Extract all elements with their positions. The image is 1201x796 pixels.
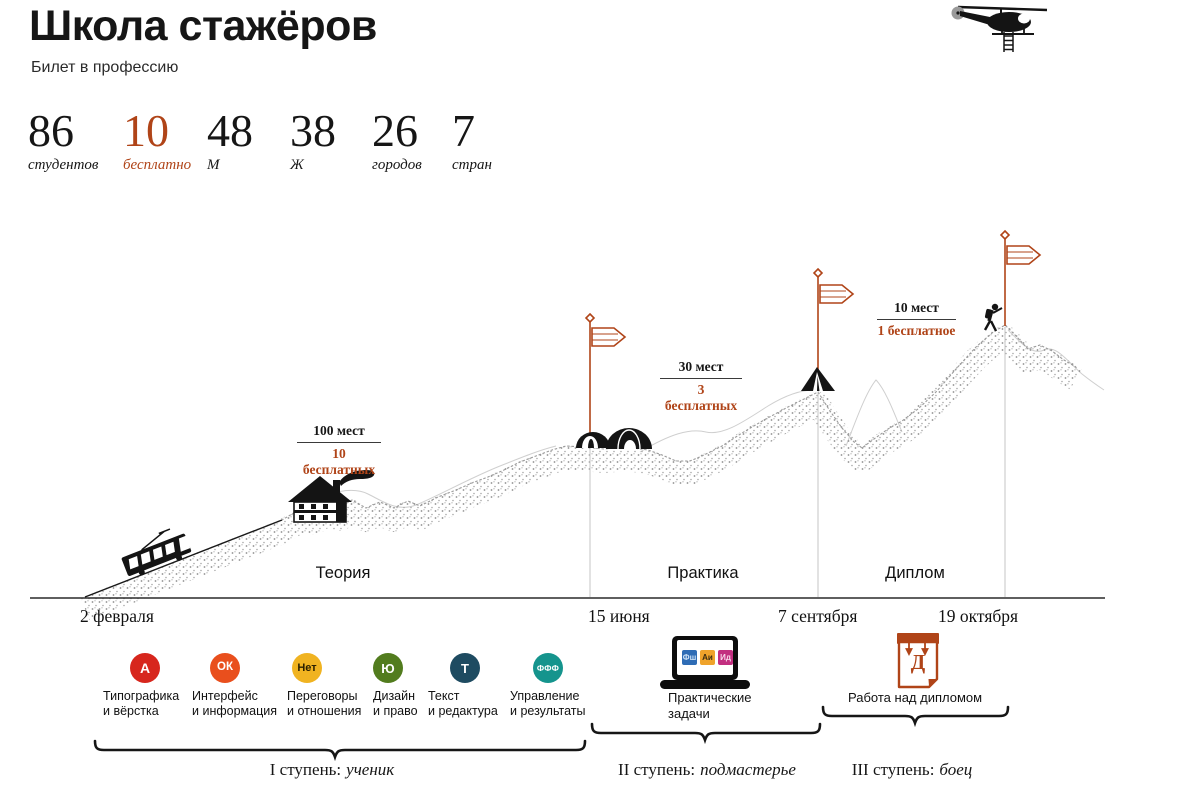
stat-label: бесплатно [123,157,192,173]
level-3-label: III ступень: боец [851,760,973,779]
stat-label: стран [452,157,492,173]
stat-label: городов [372,157,422,173]
stat-cities: 26 городов [372,108,422,174]
capacity-theory: 100 мест 10 бесплатных [297,423,381,478]
course-badge-management: ФФФ [533,653,563,683]
stat-countries: 7 стран [452,108,492,174]
capacity-diploma: 10 мест 1 бесплатное [877,300,956,339]
course-label: Интерфейс и информация [192,689,277,719]
course-label: Текст и редактура [428,689,498,719]
stat-label: студентов [28,157,99,173]
mountain-ridge [84,324,1077,598]
brace-level-3 [821,705,1010,728]
funicular-icon [121,528,192,576]
seats-total: 10 мест [877,300,956,320]
climber-icon [983,303,1003,332]
date-february: 2 февраля [80,606,154,626]
date-september: 7 сентября [778,606,858,626]
brace-level-1 [93,739,587,762]
level-2-label: II ступень: подмастерье [618,760,796,779]
funicular-track [84,519,283,598]
stat-free: 10 бесплатно [123,108,191,174]
page-subtitle: Билет в профессию [31,59,179,76]
course-label: Переговоры и отношения [287,689,362,719]
seats-free: 1 бесплатное [877,323,956,338]
mountain-stipple-band [80,325,1083,621]
level-1-label: I ступень: ученик [269,760,395,779]
stage-practice: Практика [667,564,739,582]
rope-ladder-icon [1003,32,1014,52]
course-badge-typography: А [130,653,160,683]
seats-total: 100 мест [297,423,381,443]
flag-icon-summit [999,229,1042,326]
date-june: 15 июня [588,606,650,626]
stat-students: 86 студентов [28,108,98,174]
stat-label: М [207,157,220,173]
flag-icon-june [584,312,627,446]
course-badge-text: Т [450,653,480,683]
app-tile-illustrator: Аи [700,650,715,665]
course-badge-law: Ю [373,653,403,683]
course-badge-interface: ОК [210,653,240,683]
stat-value: 48 [207,105,253,156]
seats-free: 10 бесплатных [302,446,376,477]
stat-label: Ж [290,157,304,173]
tick-lines [589,327,1006,597]
stat-female: 38 Ж [290,108,336,174]
course-label: Управление и результаты [510,689,586,719]
practice-tasks-label: Практические задачи [668,690,752,721]
app-tile-photoshop: Фш [682,650,697,665]
helicopter-icon [951,5,1048,52]
stage-theory: Теория [315,564,371,582]
course-label: Типографика и вёрстка [103,689,180,719]
ridge-tent-icon [801,367,835,391]
stat-male: 48 М [207,108,253,174]
date-october: 19 октября [938,606,1019,626]
capacity-practice: 30 мест 3 бесплатных [660,359,742,414]
page-title: Школа стажёров [29,2,377,50]
course-badge-negotiations: Нет [292,653,322,683]
calendar-letter: Д [910,650,926,674]
chalet-icon [288,470,375,523]
stat-value: 86 [28,105,74,156]
seats-free: 3 бесплатных [664,382,738,413]
stat-value: 7 [452,105,475,156]
diploma-work-label: Работа над дипломом [848,690,983,705]
stat-value: 10 [123,105,169,156]
course-label: Дизайн и право [373,689,418,719]
dome-tents-icon [576,428,652,450]
stat-value: 26 [372,105,418,156]
stat-value: 38 [290,105,336,156]
brace-level-2 [590,722,822,745]
app-tile-indesign: Ид [718,650,733,665]
stage-diploma: Диплом [885,564,945,582]
calendar-icon [897,633,939,689]
seats-total: 30 мест [660,359,742,379]
